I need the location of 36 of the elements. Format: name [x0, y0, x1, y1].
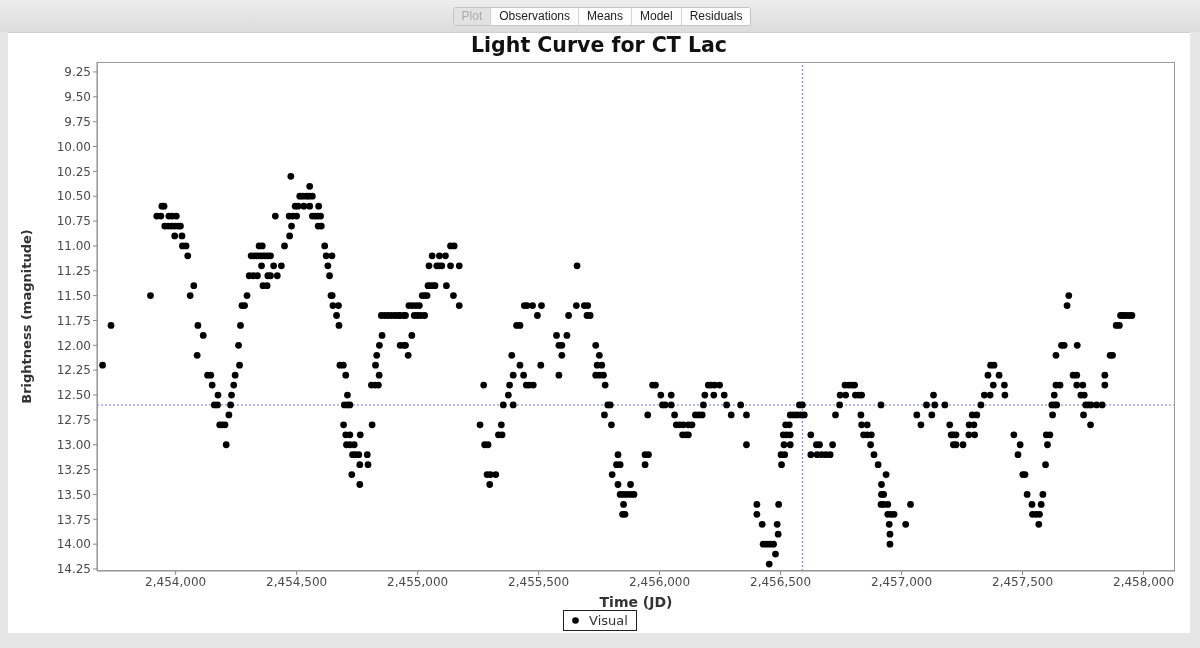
x-tick-label: 2,456,500 [750, 574, 812, 589]
y-tick-label: 14.25 [56, 562, 91, 577]
y-tick-label: 9.50 [64, 90, 91, 105]
x-tick-label: 2,457,000 [871, 574, 933, 589]
y-tick-label: 12.75 [56, 413, 91, 428]
y-tick-label: 11.00 [56, 239, 91, 254]
y-tick-label: 11.50 [56, 288, 91, 303]
y-tick-label: 12.50 [56, 388, 91, 403]
y-tick-label: 13.75 [56, 512, 91, 527]
x-tick-label: 2,455,000 [387, 574, 449, 589]
y-tick-label: 12.00 [56, 338, 91, 353]
x-axis-title: Time (JD) [599, 594, 673, 610]
legend-label: Visual [589, 613, 628, 628]
y-tick-label: 9.75 [64, 114, 91, 129]
y-tick-label: 12.25 [56, 363, 91, 378]
x-tick-label: 2,455,500 [508, 574, 570, 589]
x-tick-label: 2,454,000 [145, 574, 207, 589]
x-tick-label: 2,454,500 [266, 574, 328, 589]
chart-title: Light Curve for CT Lac [471, 33, 727, 57]
y-tick-label: 13.50 [56, 487, 91, 502]
y-tick-label: 10.50 [56, 189, 91, 204]
x-tick-label: 2,457,500 [992, 574, 1054, 589]
y-tick-label: 10.00 [56, 139, 91, 154]
tab: Residuals [680, 8, 751, 25]
x-tick-label: 2,456,000 [629, 574, 691, 589]
y-tick-label: 13.00 [56, 438, 91, 452]
y-axis-title: Brightness (magnitude) [18, 229, 34, 404]
tab: Plot [453, 8, 491, 25]
x-tick-label: 2,458,000 [1113, 574, 1175, 589]
y-tick-label: 14.00 [56, 537, 91, 552]
y-tick-label: 11.25 [56, 264, 91, 279]
y-tick-label: 9.25 [64, 65, 91, 80]
y-tick-label: 10.25 [56, 164, 91, 179]
y-tick-label: 10.75 [56, 214, 91, 229]
y-tick-label: 11.75 [56, 313, 91, 328]
y-tick-label: 13.25 [56, 462, 91, 477]
